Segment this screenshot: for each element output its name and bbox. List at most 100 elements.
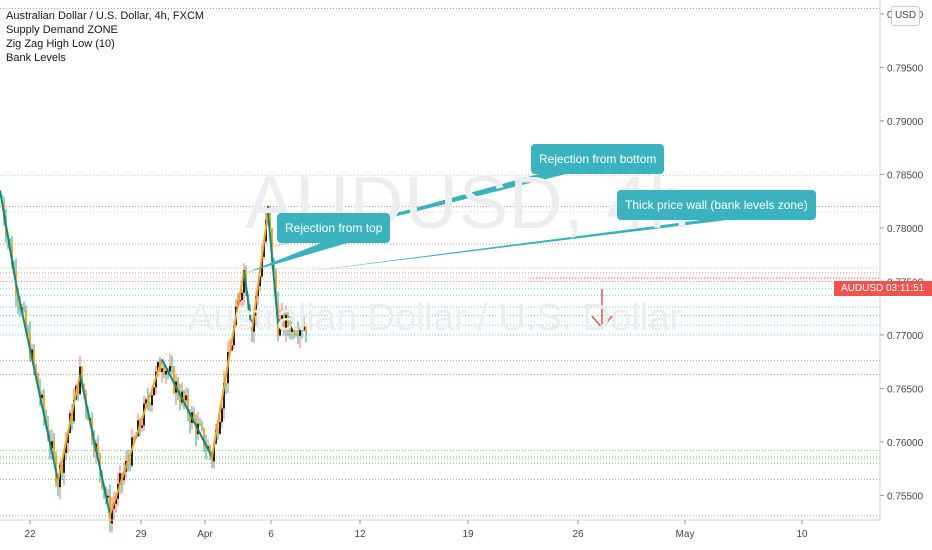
candle-body [149, 403, 151, 406]
candle-body [141, 425, 143, 428]
time-tick-label: 26 [572, 529, 584, 540]
price-tag-countdown: 03:11:51 [886, 283, 925, 294]
current-price-tag: AUDUSD 03:11:51 [834, 281, 932, 296]
price-tick-label: 0.76000 [887, 438, 924, 449]
candle [241, 289, 243, 307]
time-tick-label: 29 [135, 529, 147, 540]
candle [181, 382, 183, 407]
candle-body [271, 228, 273, 262]
candle-body [73, 399, 75, 422]
zigzag-up-segment [211, 270, 245, 458]
currency-button[interactable]: USD [891, 6, 920, 26]
candle-body [43, 394, 45, 415]
candle-body [281, 313, 283, 320]
candle [303, 315, 305, 332]
candle [195, 414, 197, 446]
candle-body [273, 261, 275, 274]
candle [97, 435, 99, 457]
candle [225, 383, 227, 395]
candle-body [81, 366, 83, 384]
candle-body [57, 482, 59, 488]
time-tick-label: 12 [354, 529, 366, 540]
callout-rejection-top[interactable]: Rejection from top [277, 213, 391, 243]
candle-body [153, 387, 155, 396]
candle-body [213, 443, 215, 462]
candle [243, 263, 245, 305]
indicator-zigzag[interactable]: Zig Zag High Low (10) [6, 38, 115, 50]
candle-body [189, 414, 191, 423]
candle [149, 401, 151, 412]
candle-body [291, 322, 293, 332]
candle [187, 388, 189, 422]
candle [305, 326, 307, 343]
time-tick-label: May [676, 529, 695, 540]
candle-body [133, 437, 135, 439]
callout-pointer [246, 241, 354, 273]
candle-body [299, 330, 301, 336]
callout-bank-levels[interactable]: Thick price wall (bank levels zone) [617, 190, 816, 220]
candle [293, 316, 295, 339]
candle-body [27, 329, 29, 334]
candle-body [221, 408, 223, 423]
candle-body [219, 422, 221, 434]
candle [221, 404, 223, 428]
candle-body [151, 395, 153, 406]
candle-body [233, 325, 235, 345]
candle-body [241, 292, 243, 300]
candle [219, 414, 221, 436]
candle-body [33, 349, 35, 366]
candle [295, 327, 297, 337]
candle [281, 302, 283, 332]
candle [179, 384, 181, 411]
candle-body [239, 299, 241, 302]
price-tick-label: 0.79500 [887, 63, 924, 74]
candle-body [285, 314, 287, 331]
candle-body [275, 273, 277, 302]
candle-body [157, 362, 159, 372]
candle-body [77, 385, 79, 394]
candle-body [113, 503, 115, 509]
candle-body [93, 439, 95, 452]
candle-body [109, 495, 111, 524]
candle-body [303, 326, 305, 331]
zigzag-down-segment [79, 374, 111, 515]
candle-body [65, 442, 67, 453]
candle [283, 309, 285, 336]
zigzag-up-segment [251, 211, 269, 330]
candle-body [183, 391, 185, 401]
candle-body [161, 368, 163, 372]
candle [109, 484, 111, 533]
zigzag-down-segment [15, 283, 59, 481]
candle [197, 411, 199, 440]
candle [23, 301, 25, 313]
chart-title[interactable]: Australian Dollar / U.S. Dollar, 4h, FXC… [6, 10, 205, 22]
candle-body [41, 394, 43, 399]
candle [107, 488, 109, 503]
candle-body [283, 313, 285, 331]
candle-body [53, 441, 55, 456]
candle-body [253, 315, 255, 332]
candle-body [211, 453, 213, 462]
candle-body [129, 462, 131, 466]
candle [63, 451, 65, 486]
time-tick-label: 22 [24, 529, 36, 540]
candle-body [259, 276, 261, 287]
candle-body [163, 368, 165, 375]
candle [193, 407, 195, 421]
price-tick-label: 0.78000 [887, 224, 924, 235]
indicator-bank-levels[interactable]: Bank Levels [6, 52, 66, 64]
candle [279, 309, 281, 337]
candle [299, 327, 301, 349]
candle [173, 365, 175, 395]
candle-body [301, 330, 303, 332]
candle [183, 389, 185, 410]
candle-body [37, 373, 39, 388]
candle-body [173, 368, 175, 393]
indicator-supply-demand[interactable]: Supply Demand ZONE [6, 24, 118, 36]
watermark-name: Australian Dollar / U.S. Dollar [188, 297, 683, 339]
candle [287, 309, 289, 337]
candle [297, 321, 299, 344]
candle-body [289, 326, 291, 332]
callout-rejection-bottom[interactable]: Rejection from bottom [531, 144, 665, 174]
